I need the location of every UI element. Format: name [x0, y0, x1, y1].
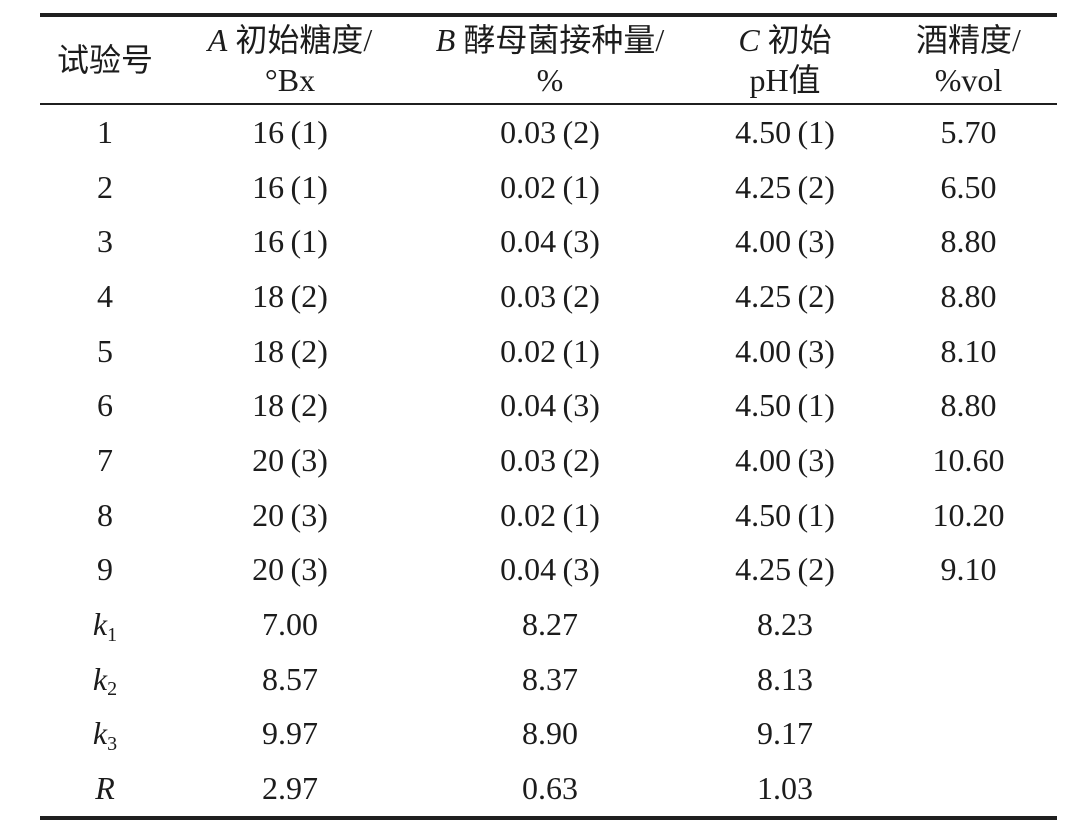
cell-initial-ph: 9.17: [757, 715, 813, 752]
cell-initial-ph: 4.50 (1): [735, 387, 835, 424]
cell-initial-sugar: 20 (3): [252, 551, 328, 588]
table-row: 2 16 (1) 0.02 (1) 4.25 (2) 6.50: [40, 160, 1057, 215]
table-row: 4 18 (2) 0.03 (2) 4.25 (2) 8.80: [40, 269, 1057, 324]
cell-alcohol-content: 6.50: [940, 168, 997, 205]
cell-yeast-inoculum: 8.37: [522, 660, 578, 697]
cell-alcohol-content: 8.80: [940, 277, 997, 314]
col-header-label: 酒精度/: [916, 22, 1021, 58]
cell-initial-sugar: 18 (2): [252, 277, 328, 314]
table-row: k2 8.57 8.37 8.13: [40, 652, 1057, 707]
row-label: 9: [97, 551, 113, 588]
table-row: k1 7.00 8.27 8.23: [40, 597, 1057, 652]
cell-alcohol-content: 5.70: [940, 113, 997, 150]
cell-yeast-inoculum: 0.02 (1): [500, 332, 600, 369]
col-header-unit: %vol: [934, 62, 1003, 98]
row-label: 8: [97, 496, 113, 533]
cell-yeast-inoculum: 0.63: [522, 770, 578, 807]
row-label: R: [95, 770, 115, 807]
table-row: 6 18 (2) 0.04 (3) 4.50 (1) 8.80: [40, 378, 1057, 433]
cell-yeast-inoculum: 0.02 (1): [500, 168, 600, 205]
cell-alcohol-content: 8.10: [940, 332, 997, 369]
row-label: 2: [97, 168, 113, 205]
cell-initial-ph: 4.25 (2): [735, 168, 835, 205]
col-header-initial-ph: C 初始 pH值: [690, 15, 880, 105]
cell-yeast-inoculum: 8.90: [522, 715, 578, 752]
table-row: 3 16 (1) 0.04 (3) 4.00 (3) 8.80: [40, 214, 1057, 269]
table-row: k3 9.97 8.90 9.17: [40, 707, 1057, 762]
cell-alcohol-content: [880, 652, 1057, 707]
col-header-label: 试验号: [56, 42, 153, 78]
cell-yeast-inoculum: 0.04 (3): [500, 387, 600, 424]
row-label: 5: [97, 332, 113, 369]
col-header-yeast-inoculum: B 酵母菌接种量/ %: [410, 15, 690, 105]
cell-initial-ph: 4.00 (3): [735, 223, 835, 260]
cell-alcohol-content: 9.10: [940, 551, 997, 588]
col-header-alcohol-content: 酒精度/ %vol: [880, 15, 1057, 105]
cell-alcohol-content: 10.60: [932, 441, 1005, 478]
cell-yeast-inoculum: 0.02 (1): [500, 496, 600, 533]
cell-initial-sugar: 18 (2): [252, 387, 328, 424]
header-row: 试验号 A 初始糖度/ °Bx B 酵母菌接种量/ % C 初始 pH值 酒精度…: [40, 15, 1057, 105]
cell-alcohol-content: 8.80: [940, 387, 997, 424]
cell-initial-sugar: 16 (1): [252, 168, 328, 205]
cell-yeast-inoculum: 0.03 (2): [500, 113, 600, 150]
cell-initial-sugar: 9.97: [262, 715, 318, 752]
table-row: 7 20 (3) 0.03 (2) 4.00 (3) 10.60: [40, 433, 1057, 488]
cell-initial-ph: 4.00 (3): [735, 441, 835, 478]
cell-initial-sugar: 16 (1): [252, 223, 328, 260]
cell-initial-sugar: 20 (3): [252, 496, 328, 533]
cell-initial-ph: 8.23: [757, 606, 813, 643]
cell-initial-sugar: 16 (1): [252, 113, 328, 150]
cell-initial-sugar: 7.00: [262, 606, 318, 643]
cell-yeast-inoculum: 0.04 (3): [500, 223, 600, 260]
table-row: 8 20 (3) 0.02 (1) 4.50 (1) 10.20: [40, 488, 1057, 543]
cell-alcohol-content: 8.80: [940, 223, 997, 260]
row-label: 7: [97, 441, 113, 478]
cell-alcohol-content: [880, 597, 1057, 652]
orthogonal-experiment-table: 试验号 A 初始糖度/ °Bx B 酵母菌接种量/ % C 初始 pH值 酒精度…: [40, 13, 1057, 820]
cell-initial-sugar: 18 (2): [252, 332, 328, 369]
col-header-unit: %: [536, 62, 564, 98]
row-label: k2: [92, 660, 118, 701]
cell-initial-ph: 4.00 (3): [735, 332, 835, 369]
col-header-label: 初始糖度/: [227, 22, 373, 58]
cell-initial-ph: 4.50 (1): [735, 496, 835, 533]
cell-yeast-inoculum: 0.03 (2): [500, 441, 600, 478]
table-row: 1 16 (1) 0.03 (2) 4.50 (1) 5.70: [40, 104, 1057, 160]
cell-alcohol-content: [880, 761, 1057, 818]
cell-yeast-inoculum: 0.03 (2): [500, 277, 600, 314]
row-label: 4: [97, 277, 113, 314]
row-label: 1: [97, 113, 113, 150]
col-header-unit: pH值: [749, 62, 821, 98]
row-label: k1: [92, 606, 118, 646]
row-label: 6: [97, 387, 113, 424]
col-header-unit: °Bx: [264, 62, 316, 98]
table-row: R 2.97 0.63 1.03: [40, 761, 1057, 818]
cell-yeast-inoculum: 8.27: [522, 606, 578, 643]
cell-initial-ph: 4.25 (2): [735, 277, 835, 314]
cell-initial-ph: 1.03: [757, 770, 813, 807]
col-header-trial-number: 试验号: [40, 15, 170, 105]
col-header-initial-sugar: A 初始糖度/ °Bx: [170, 15, 410, 105]
row-label: 3: [97, 223, 113, 260]
cell-initial-ph: 4.25 (2): [735, 551, 835, 588]
cell-initial-ph: 8.13: [757, 660, 813, 697]
factor-letter: B: [435, 22, 456, 58]
table-row: 5 18 (2) 0.02 (1) 4.00 (3) 8.10: [40, 324, 1057, 379]
cell-yeast-inoculum: 0.04 (3): [500, 551, 600, 588]
cell-initial-ph: 4.50 (1): [735, 113, 835, 150]
col-header-label: 初始: [759, 22, 832, 58]
row-label: k3: [92, 715, 118, 755]
factor-letter: A: [207, 22, 228, 58]
cell-alcohol-content: 10.20: [932, 496, 1005, 533]
table-row: 9 20 (3) 0.04 (3) 4.25 (2) 9.10: [40, 543, 1057, 598]
cell-initial-sugar: 2.97: [262, 770, 318, 807]
cell-initial-sugar: 8.57: [262, 660, 318, 697]
cell-initial-sugar: 20 (3): [252, 441, 328, 478]
factor-letter: C: [738, 22, 760, 58]
cell-alcohol-content: [880, 707, 1057, 762]
col-header-label: 酵母菌接种量/: [455, 22, 665, 58]
table-body: 1 16 (1) 0.03 (2) 4.50 (1) 5.70 2 16 (1) 0.02 (…: [40, 104, 1057, 818]
